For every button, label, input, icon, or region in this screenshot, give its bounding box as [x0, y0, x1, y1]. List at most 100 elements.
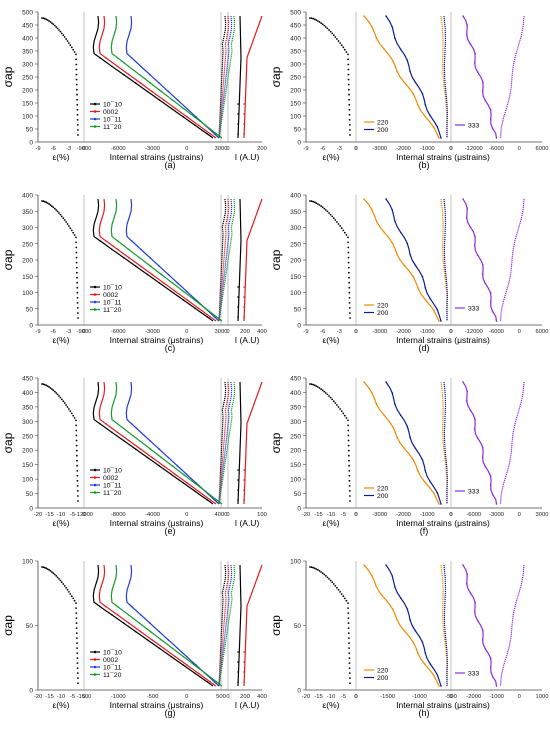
intensity-point-0-3	[237, 651, 239, 653]
intensity-point-0-1	[237, 123, 239, 125]
hkl-point-0-3	[134, 82, 137, 84]
x-axis-label-1: Internal strains (μstrains)	[110, 700, 204, 710]
x-tick-label-2-1: 200	[240, 329, 250, 335]
hkl-transverse-2	[499, 564, 525, 687]
hkl-line-1	[385, 564, 442, 687]
macro-point-8	[52, 572, 55, 575]
macro-point-36	[348, 662, 351, 664]
macro-point-39	[77, 495, 79, 497]
legend-label-1: 0002	[103, 109, 118, 116]
macro-point-25	[75, 241, 77, 244]
hkl-line-2	[125, 381, 220, 505]
hkl-point-1-8	[424, 652, 427, 654]
legend-label-1: 200	[377, 493, 389, 500]
hkl-point-0-2	[123, 256, 125, 259]
macro-point-18	[66, 40, 69, 42]
hkl-point-1-6	[174, 107, 177, 110]
hkl-point-0-8	[194, 124, 196, 127]
legend-marker-0	[93, 285, 97, 289]
macro-point-2	[312, 17, 315, 20]
macro-point-26	[347, 612, 350, 614]
y-tick-label-0: 0	[29, 323, 33, 330]
macro-point-25	[347, 607, 349, 609]
intensity-line-1	[243, 564, 263, 687]
hkl-point-2-12	[491, 127, 494, 130]
x-tick-label-2-2: -1000	[489, 694, 504, 700]
hkl-point-2-6	[186, 655, 188, 658]
macro-point-3	[45, 384, 48, 387]
macro-point-29	[347, 78, 350, 81]
x-axis-label-1: Internal strains (μstrains)	[396, 335, 490, 345]
hkl-point-1-7	[421, 458, 424, 461]
hkl-point-1-0	[385, 381, 387, 383]
macro-point-1	[42, 566, 45, 569]
hkl-point-1-0	[105, 240, 107, 242]
hkl-transverse-2	[218, 198, 233, 322]
y-tick-label-3: 150	[22, 274, 33, 281]
hkl-point-3-3	[149, 448, 152, 450]
legend-marker-3	[93, 491, 97, 494]
macro-point-34	[76, 286, 79, 289]
macro-point-25	[75, 58, 77, 61]
legend-label-0: 10¯10	[103, 284, 122, 292]
legend-marker-2	[93, 117, 97, 121]
x-tick-label-1-4: 3000	[215, 329, 228, 335]
hkl-transverse-0	[218, 15, 227, 139]
hkl-point-3-2	[138, 622, 141, 624]
macro-point-14	[331, 581, 334, 584]
x-tick-label-0-2: -10	[327, 694, 335, 700]
macro-point-26	[347, 63, 350, 66]
macro-point-32	[348, 459, 350, 462]
macro-point-0	[309, 17, 311, 19]
macro-point-23	[73, 51, 76, 53]
macro-point-1	[42, 200, 45, 203]
macro-point-38	[348, 307, 351, 309]
macro-point-11	[56, 576, 59, 579]
macro-point-27	[75, 251, 78, 254]
hkl-point-1-0	[385, 15, 387, 17]
hkl-point-3-2	[138, 256, 141, 259]
hkl-point-0-6	[403, 264, 406, 267]
y-axis-label: σap	[1, 249, 15, 270]
macro-point-8	[321, 572, 324, 575]
hkl-point-0-4	[146, 639, 149, 641]
x-tick-label-0-2: -3	[66, 329, 71, 335]
legend-label-2: 333	[468, 671, 480, 678]
macro-point-40	[77, 317, 79, 319]
x-tick-label-1-1: -6000	[111, 146, 126, 152]
x-tick-label-1-3: 0	[185, 694, 188, 700]
hkl-point-2-5	[176, 99, 179, 101]
macro-point-1	[42, 383, 45, 386]
x-axis-label-0: ε(%)	[322, 152, 339, 162]
intensity-point-0-3	[237, 286, 239, 288]
macro-point-23	[73, 417, 76, 419]
macro-point-0	[41, 200, 43, 202]
macro-point-37	[76, 302, 79, 304]
legend-label-3: 11¯20	[103, 489, 122, 497]
macro-point-24	[347, 236, 349, 239]
hkl-point-0-8	[417, 286, 419, 289]
intensity-point-1-2	[243, 296, 245, 298]
y-tick-label-2: 100	[290, 114, 301, 121]
y-tick-label-1: 50	[26, 306, 34, 313]
macro-point-32	[348, 93, 350, 96]
macro-point-0	[41, 566, 43, 568]
macro-point-31	[348, 271, 350, 274]
hkl-point-3-0	[116, 240, 119, 242]
macro-point-17	[336, 404, 338, 406]
hkl-point-2-1	[466, 573, 469, 576]
y-tick-label-4: 200	[290, 448, 301, 455]
hkl-transverse-1	[218, 15, 230, 139]
hkl-point-1-6	[174, 290, 177, 293]
legend-label-0: 10¯10	[103, 101, 122, 109]
hkl-point-1-10	[436, 674, 439, 676]
y-tick-label-2: 100	[290, 559, 301, 566]
hkl-line-0	[363, 15, 440, 139]
hkl-point-2-4	[474, 418, 476, 421]
hkl-transverse-0	[440, 15, 448, 139]
hkl-transverse-3	[218, 564, 236, 687]
legend-label-3: 11¯20	[103, 123, 122, 131]
x-axis-label-1: Internal strains (μstrains)	[396, 152, 490, 162]
macro-point-35	[76, 474, 79, 477]
macro-point-6	[318, 570, 321, 572]
